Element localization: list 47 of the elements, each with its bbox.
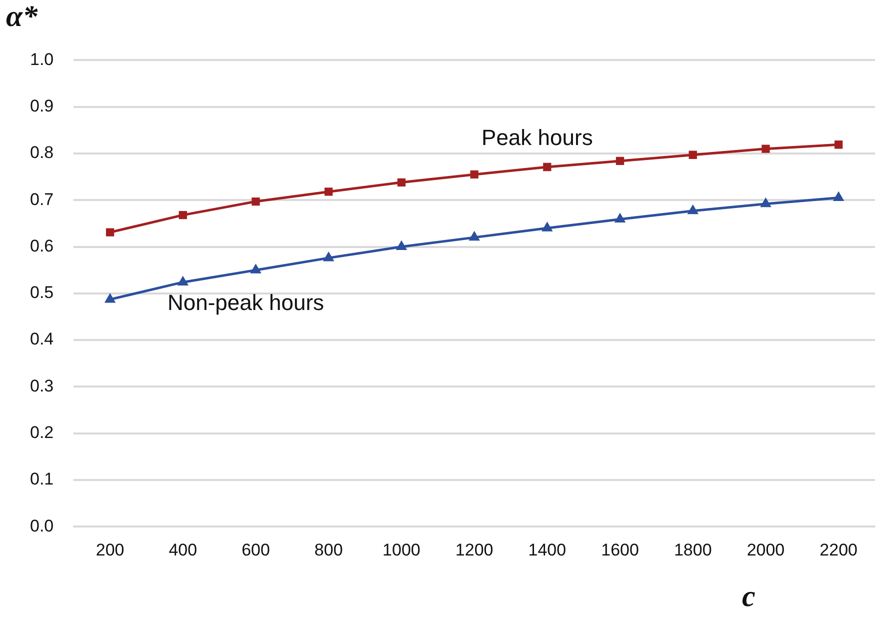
point (251, 264, 260, 274)
point (324, 188, 333, 196)
point (105, 294, 115, 303)
x-tick-label: 400 (168, 540, 198, 560)
y-tick-label: 0.6 (30, 236, 54, 256)
series-label: Non-peak hours (167, 290, 324, 316)
x-tick-label: 600 (242, 540, 270, 560)
x-tick-label: 1600 (601, 540, 639, 560)
point (615, 214, 625, 222)
x-tick-label: 1800 (674, 540, 712, 560)
point (834, 140, 843, 149)
x-tick-label: 1000 (382, 540, 420, 560)
point (178, 210, 187, 220)
y-axis-title: α* (6, 0, 38, 34)
x-tick-label: 1400 (528, 540, 566, 560)
y-tick-label: 1.0 (30, 50, 54, 69)
point (397, 178, 406, 186)
point (834, 192, 844, 202)
point (470, 232, 480, 241)
x-axis-title: c (742, 580, 756, 614)
point (252, 197, 260, 206)
point (543, 162, 552, 172)
y-tick-label: 0.0 (30, 516, 54, 536)
y-tick-label: 0.1 (30, 470, 54, 489)
y-tick-label: 0.4 (30, 330, 54, 349)
y-tick-label: 0.3 (30, 376, 54, 396)
point (324, 252, 334, 262)
x-tick-label: 1200 (455, 540, 494, 560)
point (470, 170, 478, 179)
y-tick-label: 0.9 (30, 96, 54, 116)
y-tick-label: 0.5 (30, 283, 54, 302)
x-tick-label: 2000 (746, 540, 785, 560)
series-label: Peak hours (482, 125, 593, 150)
y-tick-label: 0.8 (30, 143, 54, 162)
y-tick-label: 0.7 (30, 190, 54, 209)
point (106, 228, 114, 236)
point (178, 276, 188, 286)
point (688, 150, 697, 159)
point (396, 242, 406, 250)
point (688, 206, 698, 214)
y-tick-label: 0.2 (30, 423, 54, 442)
point (762, 144, 770, 153)
x-tick-label: 2200 (820, 540, 858, 560)
point (542, 222, 552, 232)
point (616, 156, 624, 166)
x-tick-label: 200 (96, 540, 124, 560)
x-tick-label: 800 (314, 540, 343, 560)
